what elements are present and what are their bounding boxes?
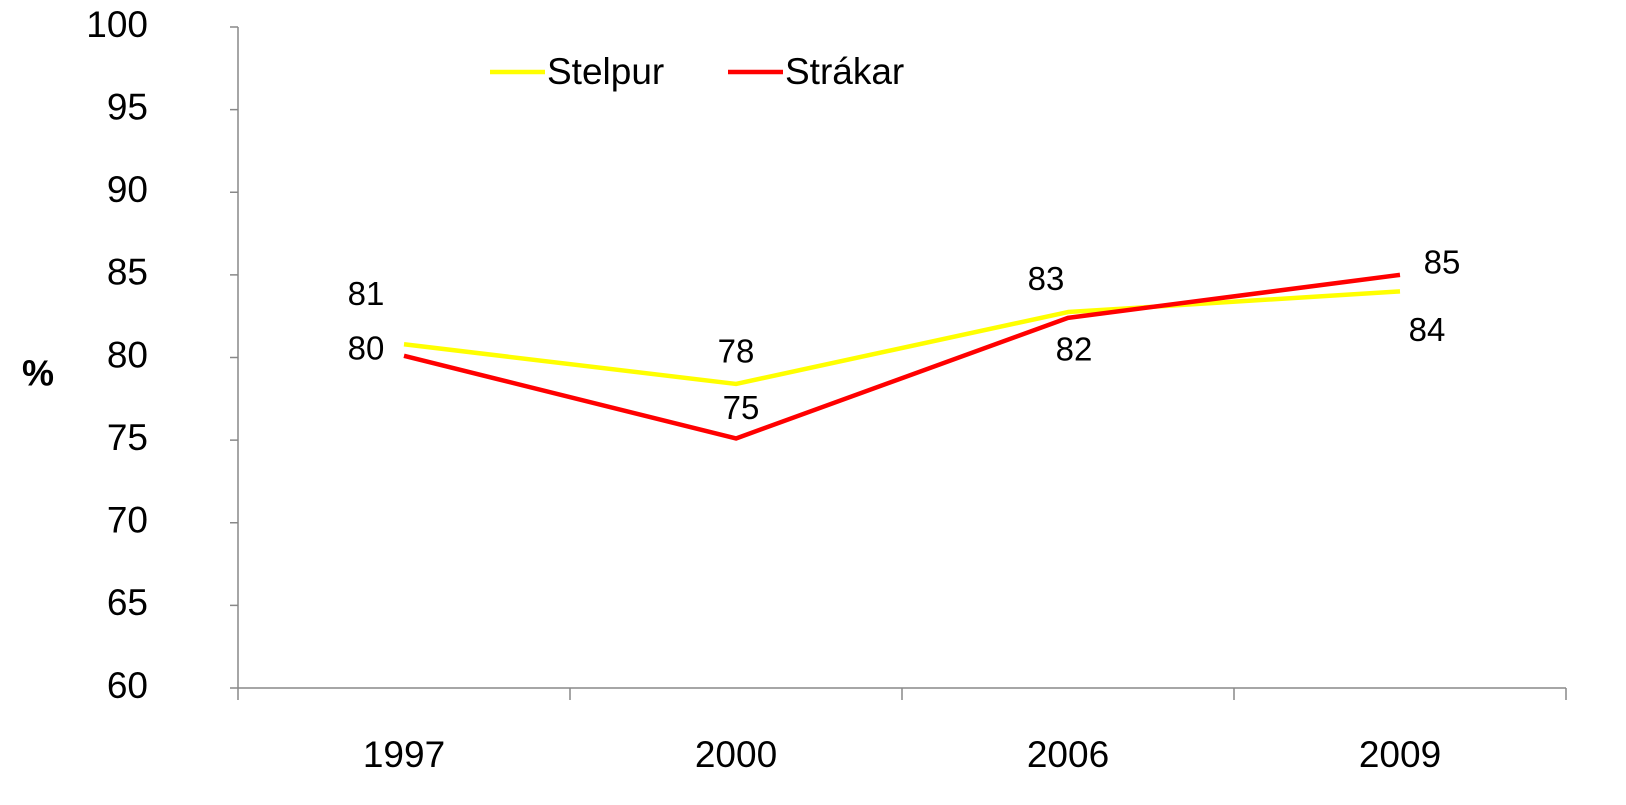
y-tick-label: 85 [107,252,148,293]
legend-label: Strákar [785,51,904,92]
data-label: 81 [348,275,385,312]
y-tick-label: 95 [107,86,148,127]
y-tick-label: 100 [86,4,148,45]
y-tick-label: 80 [107,334,148,375]
x-tick-label: 2009 [1359,734,1441,775]
y-tick-label: 60 [107,665,148,706]
y-tick-label: 75 [107,417,148,458]
legend-label: Stelpur [547,51,664,92]
line-series [403,289,1401,387]
y-tick-label: 65 [107,582,148,623]
data-label: 75 [723,389,760,426]
data-label: 84 [1409,311,1446,348]
data-label: 82 [1056,331,1093,368]
x-tick-label: 2006 [1027,734,1109,775]
y-axis-label: % [22,353,54,394]
x-tick-label: 2000 [695,734,777,775]
y-tick-label: 90 [107,169,148,210]
x-tick-label: 1997 [363,734,445,775]
y-tick-label: 70 [107,500,148,541]
data-label: 83 [1028,260,1065,297]
data-label: 85 [1424,244,1461,281]
line-series [403,272,1401,441]
data-label: 78 [718,333,755,370]
data-label: 80 [348,330,385,367]
